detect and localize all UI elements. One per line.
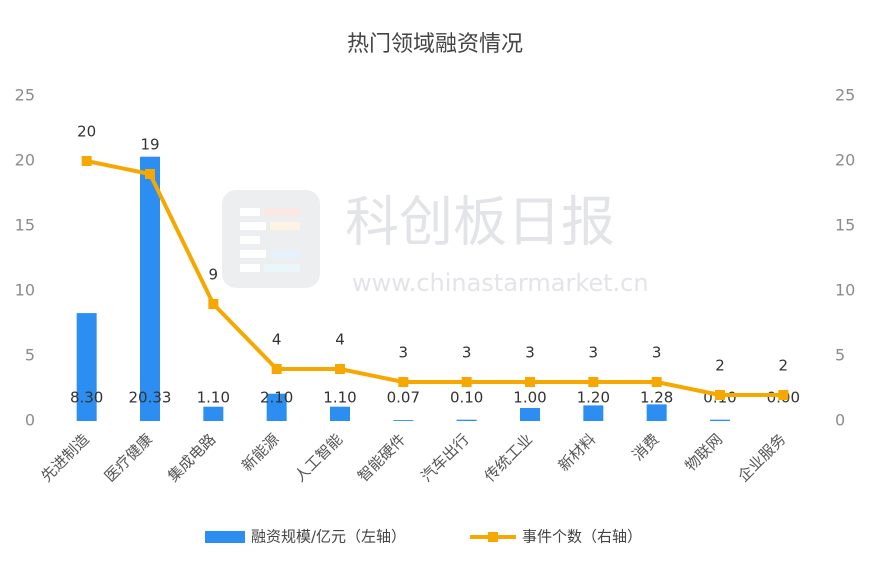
legend-swatch <box>488 532 498 542</box>
bar-value-label: 1.10 <box>323 389 356 407</box>
y-tick-label: 25 <box>15 86 35 105</box>
y2-tick-label: 0 <box>835 411 845 430</box>
line-value-label: 3 <box>652 344 662 362</box>
line-marker <box>588 377 599 387</box>
line-marker <box>335 364 345 374</box>
line-value-label: 20 <box>77 123 96 141</box>
bar-value-label: 1.28 <box>640 389 673 407</box>
line-value-label: 3 <box>525 344 535 362</box>
bar-value-label: 2.10 <box>260 389 293 407</box>
y2-tick-label: 5 <box>835 346 845 365</box>
watermark-logo <box>222 190 320 288</box>
line-value-label: 2 <box>715 357 725 375</box>
legend-swatch <box>205 531 245 543</box>
watermark-text: 科创板日报 <box>345 191 615 254</box>
bar <box>646 404 667 421</box>
legend-label: 事件个数（右轴） <box>522 528 642 546</box>
bar <box>710 419 730 421</box>
bar-value-label: 20.33 <box>129 389 172 407</box>
line-value-label: 19 <box>140 136 159 154</box>
line <box>86 159 784 397</box>
line-value-label: 4 <box>272 331 282 349</box>
line-value-label: 3 <box>589 344 599 362</box>
bar-value-label: 0.07 <box>387 389 420 407</box>
line-marker <box>461 377 472 387</box>
bar <box>583 405 604 421</box>
line-marker <box>81 156 92 166</box>
line-marker <box>778 390 789 400</box>
bar <box>520 408 540 421</box>
line-marker <box>208 299 219 309</box>
y-tick-label: 0 <box>25 411 35 430</box>
y2-tick-label: 20 <box>835 151 855 170</box>
y2-tick-label: 15 <box>835 216 855 235</box>
bar-value-label: 0.10 <box>450 389 483 407</box>
line-value-label: 4 <box>335 331 345 349</box>
line-marker <box>398 377 409 387</box>
bar-value-label: 1.00 <box>513 389 546 407</box>
line-marker <box>715 390 725 400</box>
bar <box>330 406 350 421</box>
y2-tick-label: 10 <box>835 281 855 300</box>
y-tick-label: 20 <box>15 151 35 170</box>
chart-title: 热门领域融资情况 <box>347 32 523 57</box>
legend-label: 融资规模/亿元（左轴） <box>251 528 406 546</box>
y-tick-label: 5 <box>25 346 35 365</box>
bar <box>393 420 414 421</box>
line-marker <box>525 377 535 387</box>
y-tick-label: 10 <box>15 281 35 300</box>
bar <box>456 419 477 421</box>
y-tick-label: 15 <box>15 216 35 235</box>
line-value-label: 9 <box>209 266 219 284</box>
line-value-label: 3 <box>399 344 409 362</box>
bar <box>203 406 224 421</box>
bar <box>140 156 160 421</box>
line-marker <box>651 377 662 387</box>
bar <box>266 393 287 421</box>
bar-value-label: 1.10 <box>197 389 230 407</box>
line-value-label: 3 <box>462 344 472 362</box>
line-marker <box>271 364 282 374</box>
line-marker <box>145 169 155 179</box>
y2-tick-label: 25 <box>835 86 855 105</box>
bar <box>76 313 97 421</box>
bar-value-label: 8.30 <box>70 389 103 407</box>
watermark-url: www.chinastarmarket.cn <box>352 269 649 297</box>
bar-value-label: 1.20 <box>577 389 610 407</box>
line-value-label: 2 <box>779 357 789 375</box>
